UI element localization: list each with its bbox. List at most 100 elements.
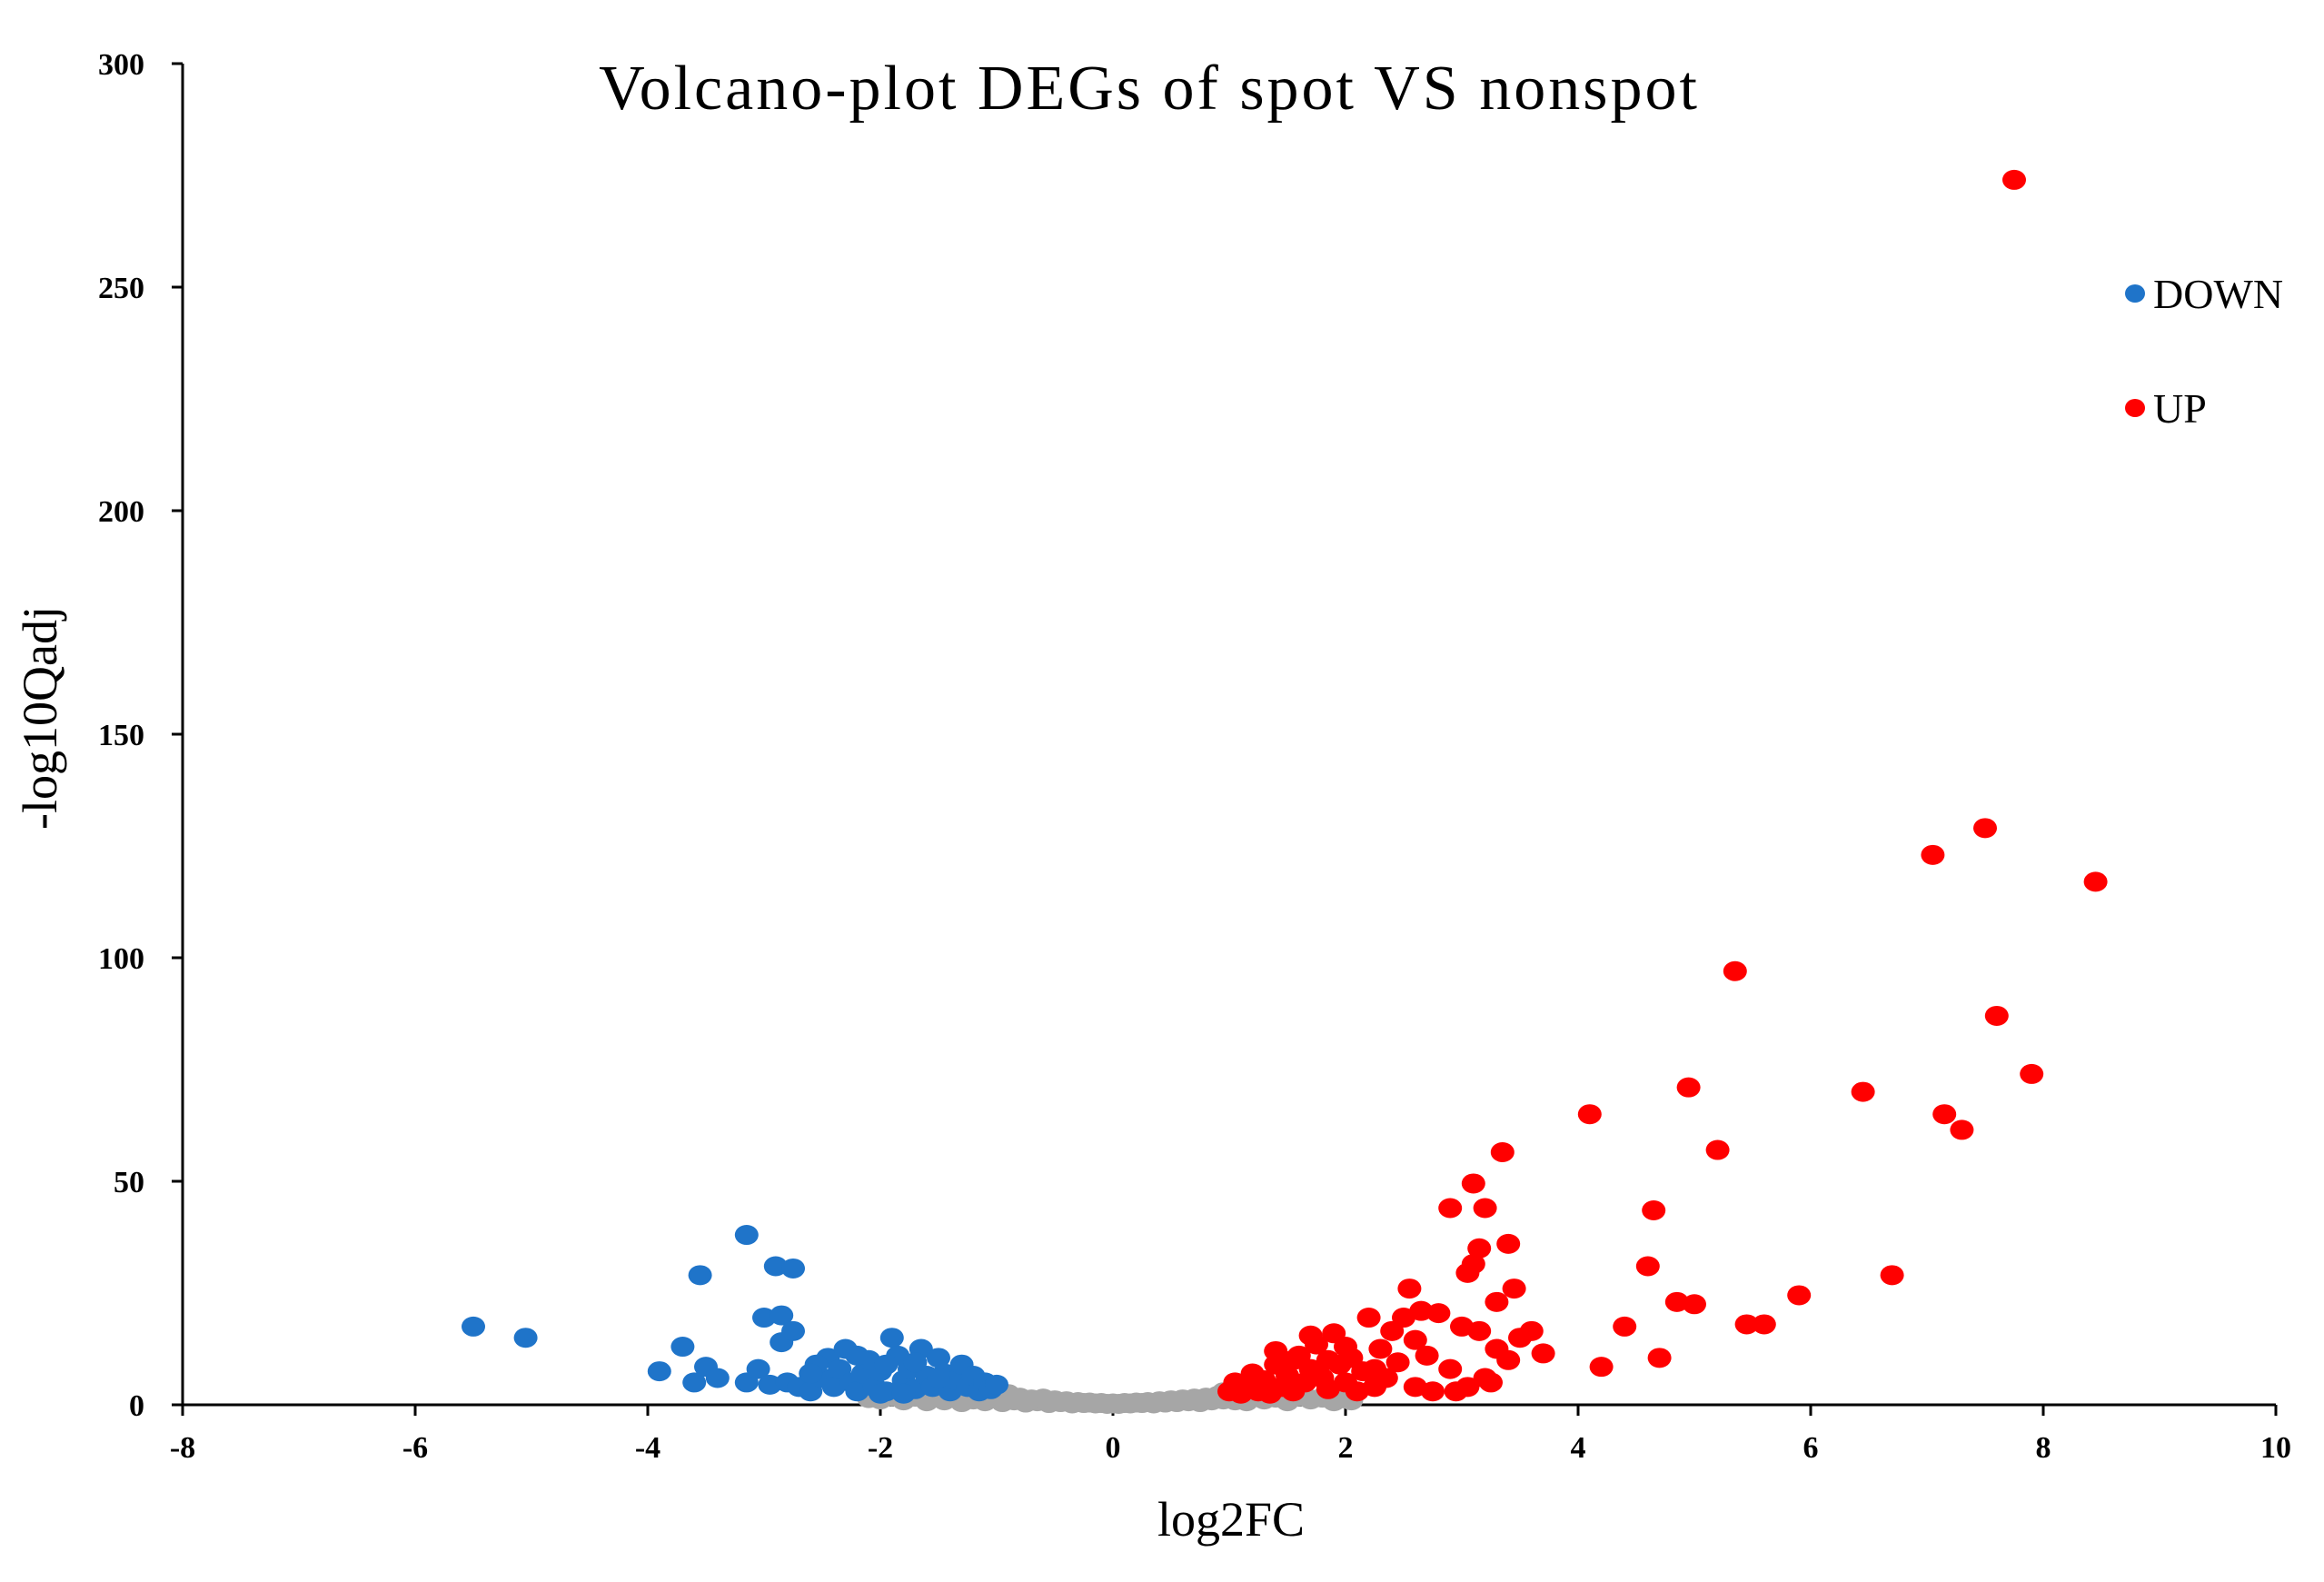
- data-point-up: [1642, 1199, 1666, 1220]
- data-point-up: [1683, 1294, 1706, 1315]
- data-point-up: [1467, 1238, 1492, 1259]
- data-point-up: [1577, 1104, 1602, 1125]
- y-tick-label: 150: [98, 719, 144, 752]
- data-point-down: [670, 1337, 695, 1358]
- y-tick-label: 100: [98, 942, 144, 976]
- data-point-down: [927, 1348, 950, 1368]
- data-point-down: [758, 1374, 782, 1395]
- data-point-up: [1502, 1279, 1526, 1299]
- data-point-down: [781, 1258, 805, 1279]
- legend-marker-down: [2125, 284, 2145, 303]
- x-axis-label: log2FC: [1157, 1492, 1305, 1547]
- y-tick-label: 300: [98, 48, 144, 82]
- data-point-down: [879, 1328, 904, 1348]
- y-tick-label: 50: [114, 1166, 144, 1199]
- data-point-down: [869, 1383, 892, 1404]
- data-point-down: [985, 1374, 1008, 1395]
- data-point-down: [705, 1368, 730, 1388]
- legend-marker-up: [2125, 399, 2145, 417]
- x-tick-label: -6: [402, 1431, 428, 1465]
- data-point-down: [763, 1256, 788, 1277]
- legend-label-down: DOWN: [2153, 271, 2283, 317]
- data-point-up: [1426, 1303, 1451, 1324]
- data-point-down: [513, 1328, 538, 1348]
- data-point-down: [845, 1345, 869, 1366]
- data-point-up: [1635, 1256, 1660, 1277]
- data-point-up: [1316, 1349, 1340, 1370]
- x-tick-label: 10: [2260, 1431, 2291, 1465]
- data-point-up: [1950, 1119, 1974, 1140]
- data-point-up: [1490, 1142, 1515, 1163]
- data-point-up: [1921, 844, 1945, 865]
- data-point-down: [688, 1265, 712, 1286]
- x-tick-label: -4: [635, 1431, 660, 1465]
- data-point-up: [1461, 1173, 1485, 1194]
- data-point-up: [1356, 1308, 1381, 1328]
- series-down: [462, 1225, 1008, 1404]
- data-point-down: [781, 1320, 805, 1341]
- data-point-up: [1415, 1345, 1439, 1366]
- data-point-up: [1787, 1285, 1812, 1306]
- x-tick-label: 8: [2036, 1431, 2051, 1465]
- data-point-up: [1531, 1343, 1555, 1364]
- y-axis-label: -log10Qadj: [13, 606, 67, 830]
- data-point-up: [1438, 1358, 1463, 1379]
- data-point-up: [1880, 1265, 1904, 1286]
- x-tick-label: -2: [868, 1431, 893, 1465]
- data-point-up: [1461, 1254, 1485, 1275]
- data-point-down: [752, 1308, 776, 1328]
- data-point-up: [1455, 1377, 1480, 1398]
- data-point-down: [682, 1372, 707, 1393]
- data-point-up: [1734, 1314, 1759, 1335]
- data-point-up: [1281, 1349, 1306, 1370]
- data-point-down: [746, 1358, 770, 1379]
- data-point-up: [1752, 1314, 1776, 1335]
- data-point-up: [1298, 1325, 1323, 1346]
- data-point-up: [1589, 1357, 1614, 1378]
- legend: DOWN UP: [2125, 271, 2283, 432]
- data-point-up: [1851, 1081, 1875, 1102]
- x-tick-label: 2: [1338, 1431, 1354, 1465]
- x-tick-label: 0: [1106, 1431, 1121, 1465]
- data-point-up: [1438, 1198, 1463, 1219]
- data-points: [462, 169, 2108, 1415]
- series-up: [1217, 169, 2108, 1404]
- data-point-up: [1664, 1291, 1689, 1312]
- data-point-up: [1519, 1320, 1544, 1341]
- legend-label-up: UP: [2153, 385, 2207, 432]
- data-point-up: [1397, 1279, 1422, 1299]
- data-point-up: [1485, 1291, 1509, 1312]
- data-point-up: [1368, 1338, 1393, 1359]
- data-point-up: [2083, 871, 2108, 892]
- data-point-up: [1647, 1348, 1672, 1368]
- data-point-up: [1473, 1198, 1497, 1219]
- data-point-up: [1421, 1381, 1445, 1402]
- data-point-up: [1409, 1300, 1434, 1321]
- data-point-down: [734, 1225, 759, 1246]
- data-point-up: [2002, 169, 2026, 190]
- data-point-up: [1363, 1358, 1386, 1379]
- data-point-up: [1496, 1349, 1521, 1370]
- x-tick-label: -8: [170, 1431, 195, 1465]
- data-point-down: [647, 1361, 671, 1382]
- chart-title: Volcano-plot DEGs of spot VS nonspot: [599, 54, 1700, 124]
- data-point-up: [1403, 1329, 1427, 1350]
- data-point-up: [1705, 1139, 1730, 1160]
- data-point-down: [770, 1305, 794, 1326]
- data-point-down: [462, 1316, 485, 1337]
- data-point-up: [1473, 1368, 1497, 1388]
- data-point-up: [1264, 1340, 1288, 1361]
- data-point-up: [1467, 1320, 1492, 1341]
- data-point-down: [891, 1383, 916, 1404]
- data-point-up: [1932, 1104, 1957, 1125]
- data-point-up: [1334, 1337, 1357, 1358]
- data-point-up: [1385, 1352, 1410, 1373]
- y-tick-label: 250: [98, 272, 144, 305]
- data-point-down: [799, 1363, 823, 1384]
- data-point-up: [1613, 1316, 1637, 1337]
- y-tick-label: 200: [98, 495, 144, 529]
- x-tick-label: 4: [1571, 1431, 1586, 1465]
- data-point-up: [1723, 960, 1747, 981]
